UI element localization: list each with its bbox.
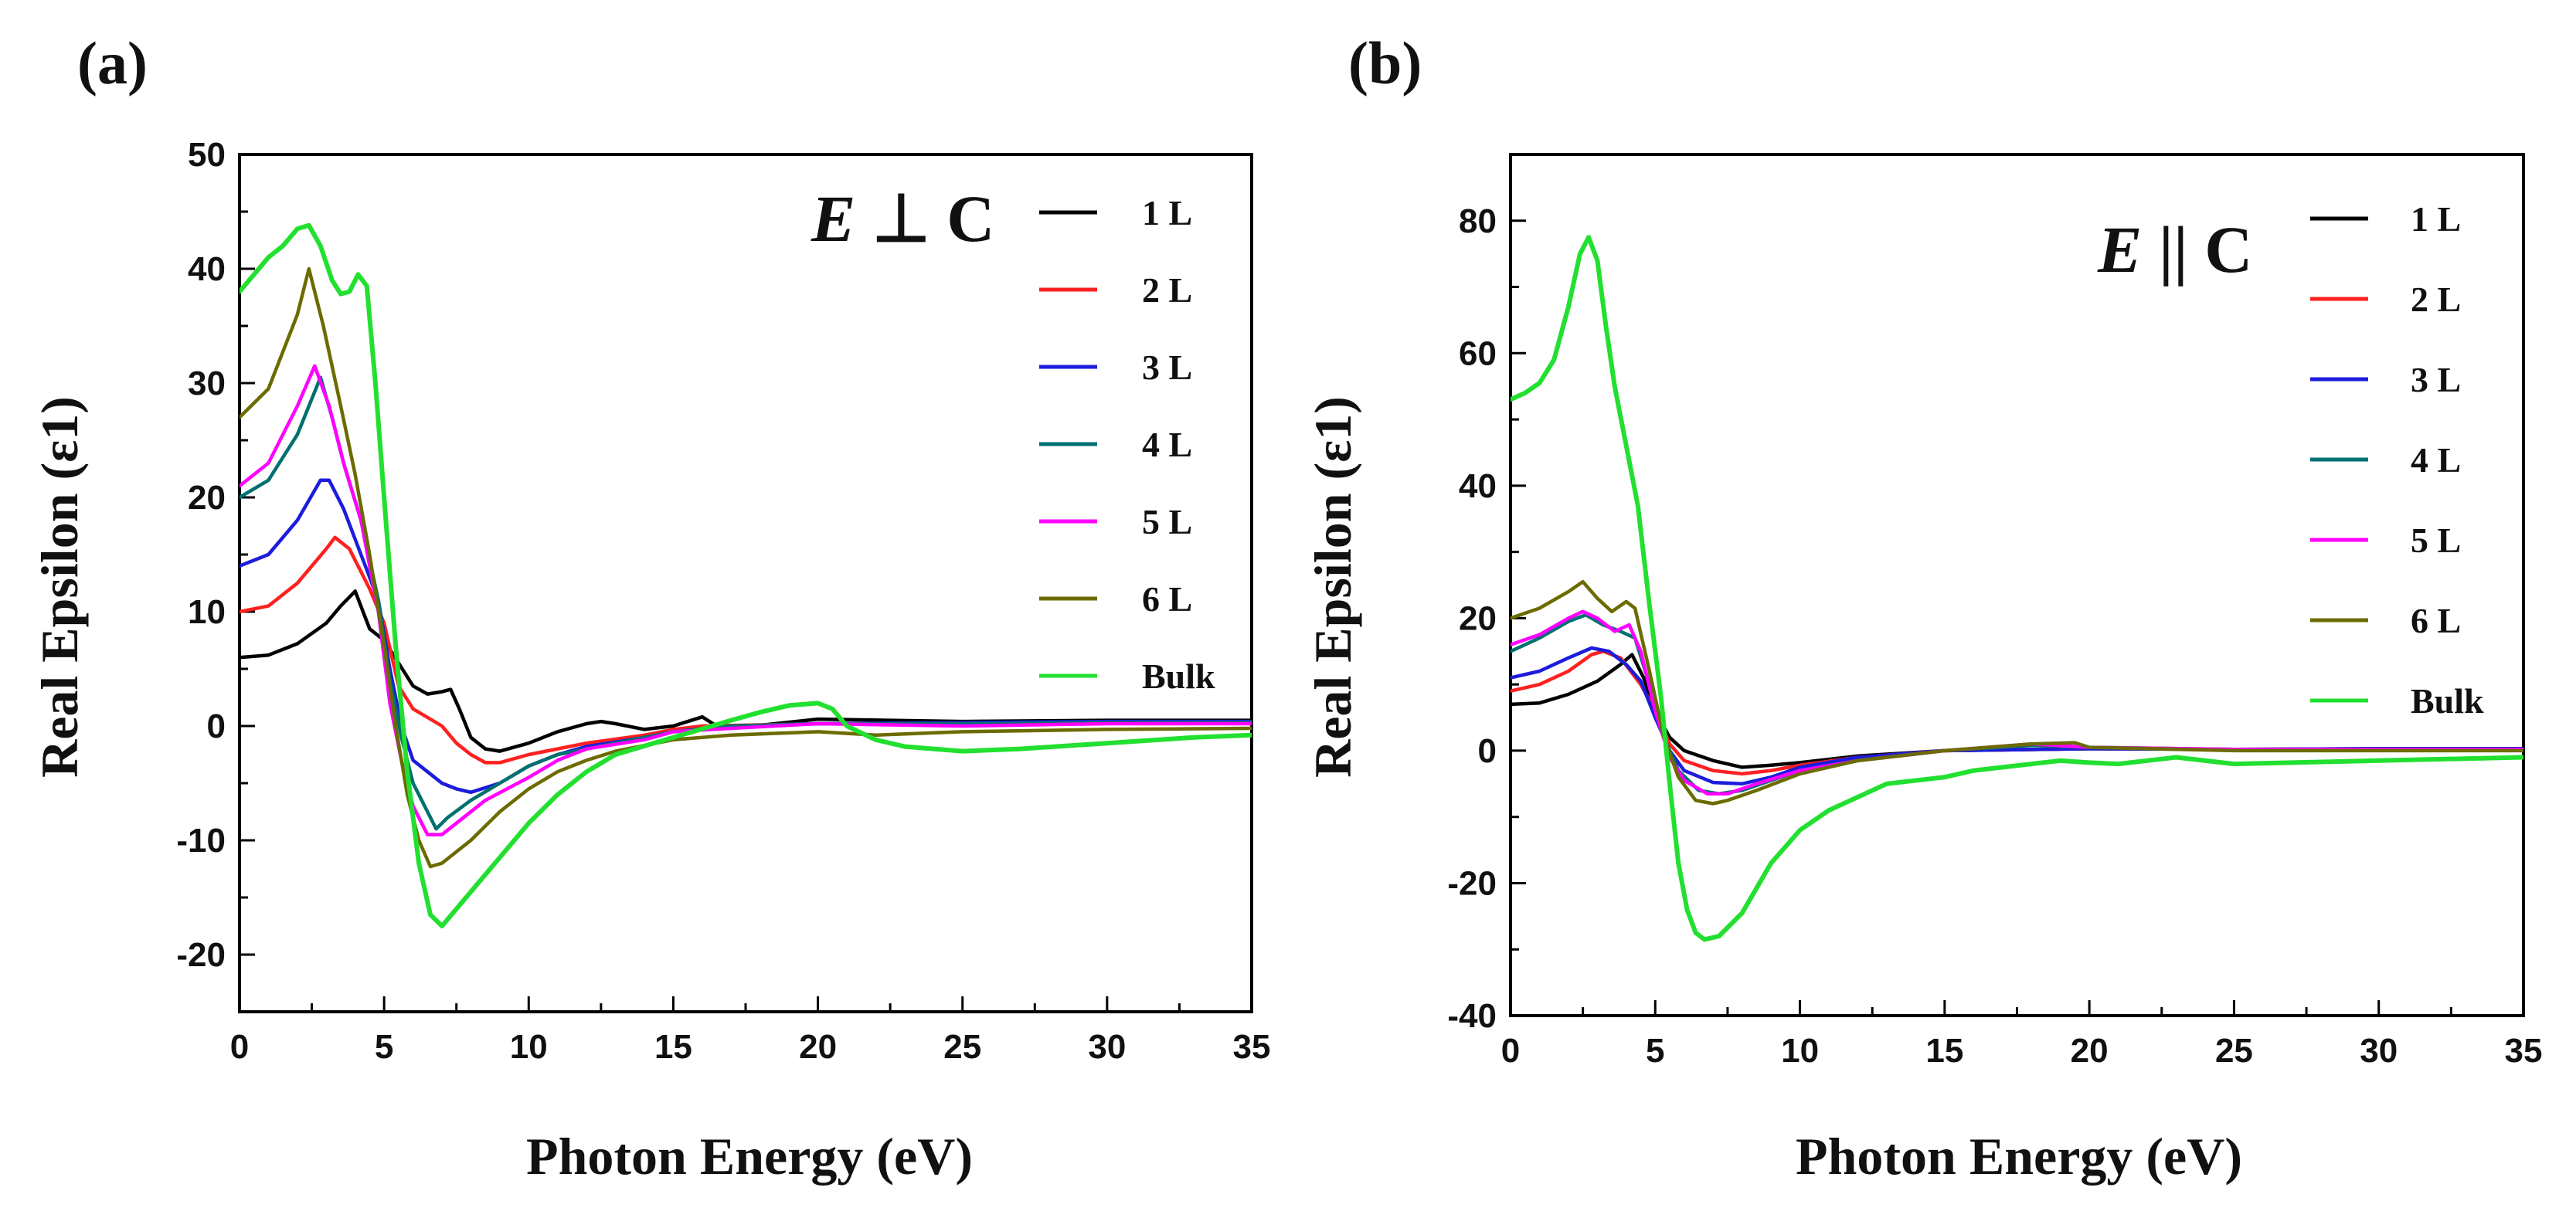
x-tick-label: 15	[654, 1028, 692, 1066]
x-tick-label: 35	[2505, 1032, 2543, 1070]
chart-panel-b: (b) 0 5 10 15 20 25 30 35 -40 -20 0 20 40 60 80 1 L 2 L 3…	[1303, 29, 2542, 1186]
x-axis-title: Photon Energy (eV)	[526, 1127, 973, 1186]
x-axis-title: Photon Energy (eV)	[1796, 1127, 2242, 1186]
chart-panel-a: (a) 0 5 10 15 20 25 30 35 -20 -10 0 10 20 30 40 50 1 L 2 …	[30, 29, 1270, 1186]
x-tick-label: 5	[1646, 1032, 1664, 1070]
y-tick-label: 50	[188, 136, 226, 174]
y-tick-label: 20	[1459, 599, 1497, 637]
series-line-5l	[240, 364, 1252, 836]
x-tick-label: 20	[799, 1028, 837, 1066]
y-tick-label: -40	[1447, 997, 1497, 1035]
legend-label: 5 L	[2411, 521, 2461, 560]
x-tick-label: 20	[2071, 1032, 2109, 1070]
y-tick-label: 60	[1459, 334, 1497, 372]
legend-label: Bulk	[2411, 681, 2484, 721]
y-tick-label: -20	[176, 936, 226, 974]
y-tick-label: 40	[188, 250, 226, 288]
legend-label: 1 L	[2411, 199, 2461, 239]
legend-label: 3 L	[1142, 348, 1192, 387]
x-tick-label: 30	[1088, 1028, 1126, 1066]
y-tick-label: -20	[1447, 864, 1497, 902]
legend-label: 6 L	[2411, 601, 2461, 640]
series-line-6l	[240, 266, 1252, 869]
y-axis-title: Real Epsilon (ε1)	[1303, 396, 1362, 778]
legend-label: 2 L	[1142, 270, 1192, 310]
annotation-field: E	[2097, 212, 2142, 287]
y-tick-label: 80	[1459, 202, 1497, 240]
annotation-field: E	[811, 182, 855, 256]
x-tick-label: 10	[510, 1028, 548, 1066]
polarization-annotation: E || C	[2097, 212, 2252, 287]
y-tick-label: 10	[188, 593, 226, 631]
legend-label: Bulk	[1142, 656, 1215, 696]
x-tick-label: 10	[1781, 1032, 1819, 1070]
legend-label: 6 L	[1142, 579, 1192, 619]
y-tick-label: 0	[1478, 732, 1497, 770]
legend-label: 3 L	[2411, 360, 2461, 399]
y-tick-label: 30	[188, 365, 226, 402]
series-line-bulk	[1511, 235, 2523, 942]
x-tick-label: 15	[1925, 1032, 1963, 1070]
plot-area: 0 5 10 15 20 25 30 35 -40 -20 0 20 40 60 80 1 L 2 L 3 L 4 …	[1447, 153, 2543, 1070]
y-tick-label: 0	[207, 707, 226, 745]
x-tick-label: 0	[1501, 1032, 1520, 1070]
plot-area: 0 5 10 15 20 25 30 35 -20 -10 0 10 20 30 40 50 1 L 2 L 3 L…	[176, 136, 1270, 1066]
legend-label: 2 L	[2411, 280, 2461, 319]
y-tick-label: -10	[176, 822, 226, 860]
legend-label: 1 L	[1142, 193, 1192, 232]
x-tick-label: 25	[943, 1028, 981, 1066]
series-line-bulk	[240, 222, 1252, 928]
y-tick-label: 40	[1459, 467, 1497, 505]
x-tick-label: 35	[1233, 1028, 1271, 1066]
annotation-relation: || C	[2142, 212, 2252, 287]
annotation-relation: ⊥ C	[855, 182, 994, 256]
legend-label: 5 L	[1142, 502, 1192, 541]
x-tick-label: 0	[230, 1028, 249, 1066]
legend-label: 4 L	[2411, 440, 2461, 480]
series-line-3l	[1511, 646, 2523, 786]
x-tick-label: 25	[2215, 1032, 2253, 1070]
x-tick-label: 30	[2360, 1032, 2398, 1070]
x-tick-label: 5	[375, 1028, 393, 1066]
panel-label: (a)	[77, 29, 148, 97]
polarization-annotation: E ⊥ C	[811, 182, 994, 256]
series-line-6l	[1511, 579, 2523, 806]
legend-label: 4 L	[1142, 425, 1192, 464]
panel-label: (b)	[1348, 29, 1422, 97]
series-line-5l	[1511, 609, 2523, 796]
y-axis-title: Real Epsilon (ε1)	[30, 396, 89, 778]
y-tick-label: 20	[188, 479, 226, 517]
